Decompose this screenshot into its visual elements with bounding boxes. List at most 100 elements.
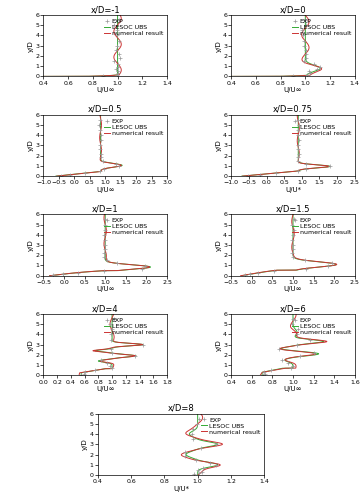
numerical result	[198, 410, 203, 416]
LESOC UBS	[130, 343, 134, 349]
LESOC UBS	[98, 144, 103, 150]
LESOC UBS	[115, 14, 120, 20]
EXP	[98, 127, 102, 133]
numerical result	[290, 222, 294, 228]
EXP	[109, 326, 114, 332]
numerical result	[98, 140, 102, 146]
EXP	[191, 436, 195, 442]
numerical result	[118, 44, 122, 51]
LESOC UBS	[115, 44, 120, 50]
LESOC UBS	[291, 243, 295, 249]
EXP	[98, 117, 102, 123]
EXP	[256, 270, 260, 276]
EXP	[261, 372, 265, 378]
EXP	[108, 362, 112, 368]
Title: x/D=8: x/D=8	[168, 404, 194, 412]
Y-axis label: y/D: y/D	[28, 140, 34, 151]
numerical result	[199, 412, 204, 418]
numerical result	[295, 140, 299, 146]
LESOC UBS	[98, 136, 103, 142]
EXP	[98, 154, 103, 160]
EXP	[183, 450, 187, 456]
EXP	[304, 161, 308, 167]
numerical result	[195, 422, 199, 428]
EXP	[291, 362, 295, 368]
EXP	[82, 371, 86, 377]
EXP	[101, 73, 106, 79]
EXP	[296, 117, 300, 123]
EXP	[61, 271, 66, 277]
EXP	[296, 158, 300, 164]
EXP	[290, 232, 295, 238]
EXP	[98, 150, 103, 156]
Line: numerical result: numerical result	[260, 314, 327, 376]
EXP	[115, 42, 119, 48]
LESOC UBS	[291, 312, 295, 318]
numerical result	[295, 113, 299, 119]
X-axis label: U/U∞: U/U∞	[96, 386, 114, 392]
EXP	[110, 365, 114, 371]
X-axis label: U/U∞: U/U∞	[96, 87, 114, 93]
X-axis label: U/U∞: U/U∞	[96, 286, 114, 292]
EXP	[304, 51, 308, 57]
numerical result	[290, 244, 294, 250]
numerical result	[217, 442, 222, 448]
EXP	[201, 465, 205, 471]
EXP	[312, 350, 316, 356]
LESOC UBS	[291, 343, 295, 349]
LESOC UBS	[103, 244, 108, 250]
Title: x/D=-1: x/D=-1	[90, 5, 120, 14]
EXP	[114, 161, 118, 167]
EXP	[98, 168, 103, 174]
EXP	[277, 346, 281, 352]
EXP	[315, 66, 319, 72]
Legend: EXP, LESOC UBS, numerical result: EXP, LESOC UBS, numerical result	[291, 218, 352, 236]
LESOC UBS	[303, 40, 307, 46]
LESOC UBS	[303, 14, 307, 20]
LESOC UBS	[303, 44, 307, 50]
numerical result	[119, 14, 123, 20]
Line: LESOC UBS: LESOC UBS	[50, 214, 151, 276]
Line: LESOC UBS: LESOC UBS	[262, 314, 324, 376]
Line: numerical result: numerical result	[185, 15, 321, 76]
LESOC UBS	[291, 212, 295, 218]
Line: EXP: EXP	[261, 318, 316, 376]
EXP	[289, 365, 293, 371]
EXP	[308, 70, 312, 76]
EXP	[112, 22, 117, 28]
numerical result	[211, 438, 215, 444]
LESOC UBS	[98, 144, 103, 150]
EXP	[291, 316, 295, 322]
EXP	[296, 142, 300, 148]
Line: EXP: EXP	[80, 318, 144, 376]
numerical result	[296, 144, 300, 150]
numerical result	[196, 472, 201, 478]
Line: LESOC UBS: LESOC UBS	[56, 114, 122, 176]
EXP	[303, 17, 307, 23]
EXP	[302, 42, 306, 48]
LESOC UBS	[296, 144, 300, 150]
EXP	[272, 268, 277, 274]
numerical result	[295, 136, 299, 142]
numerical result	[112, 336, 116, 342]
numerical result	[303, 12, 307, 18]
EXP	[133, 354, 137, 360]
LESOC UBS	[115, 40, 120, 46]
EXP	[68, 172, 72, 177]
LESOC UBS	[206, 438, 210, 444]
numerical result	[297, 122, 301, 128]
X-axis label: U/U∞: U/U∞	[96, 186, 114, 192]
EXP	[103, 226, 107, 232]
numerical result	[98, 136, 102, 142]
EXP	[108, 321, 112, 327]
EXP	[118, 54, 122, 60]
LESOC UBS	[296, 136, 300, 142]
LESOC UBS	[115, 44, 120, 51]
EXP	[304, 54, 309, 60]
Y-axis label: y/D: y/D	[82, 438, 88, 450]
EXP	[197, 416, 201, 422]
LESOC UBS	[98, 122, 103, 128]
LESOC UBS	[103, 212, 108, 218]
EXP	[109, 336, 113, 342]
Line: LESOC UBS: LESOC UBS	[186, 414, 218, 475]
